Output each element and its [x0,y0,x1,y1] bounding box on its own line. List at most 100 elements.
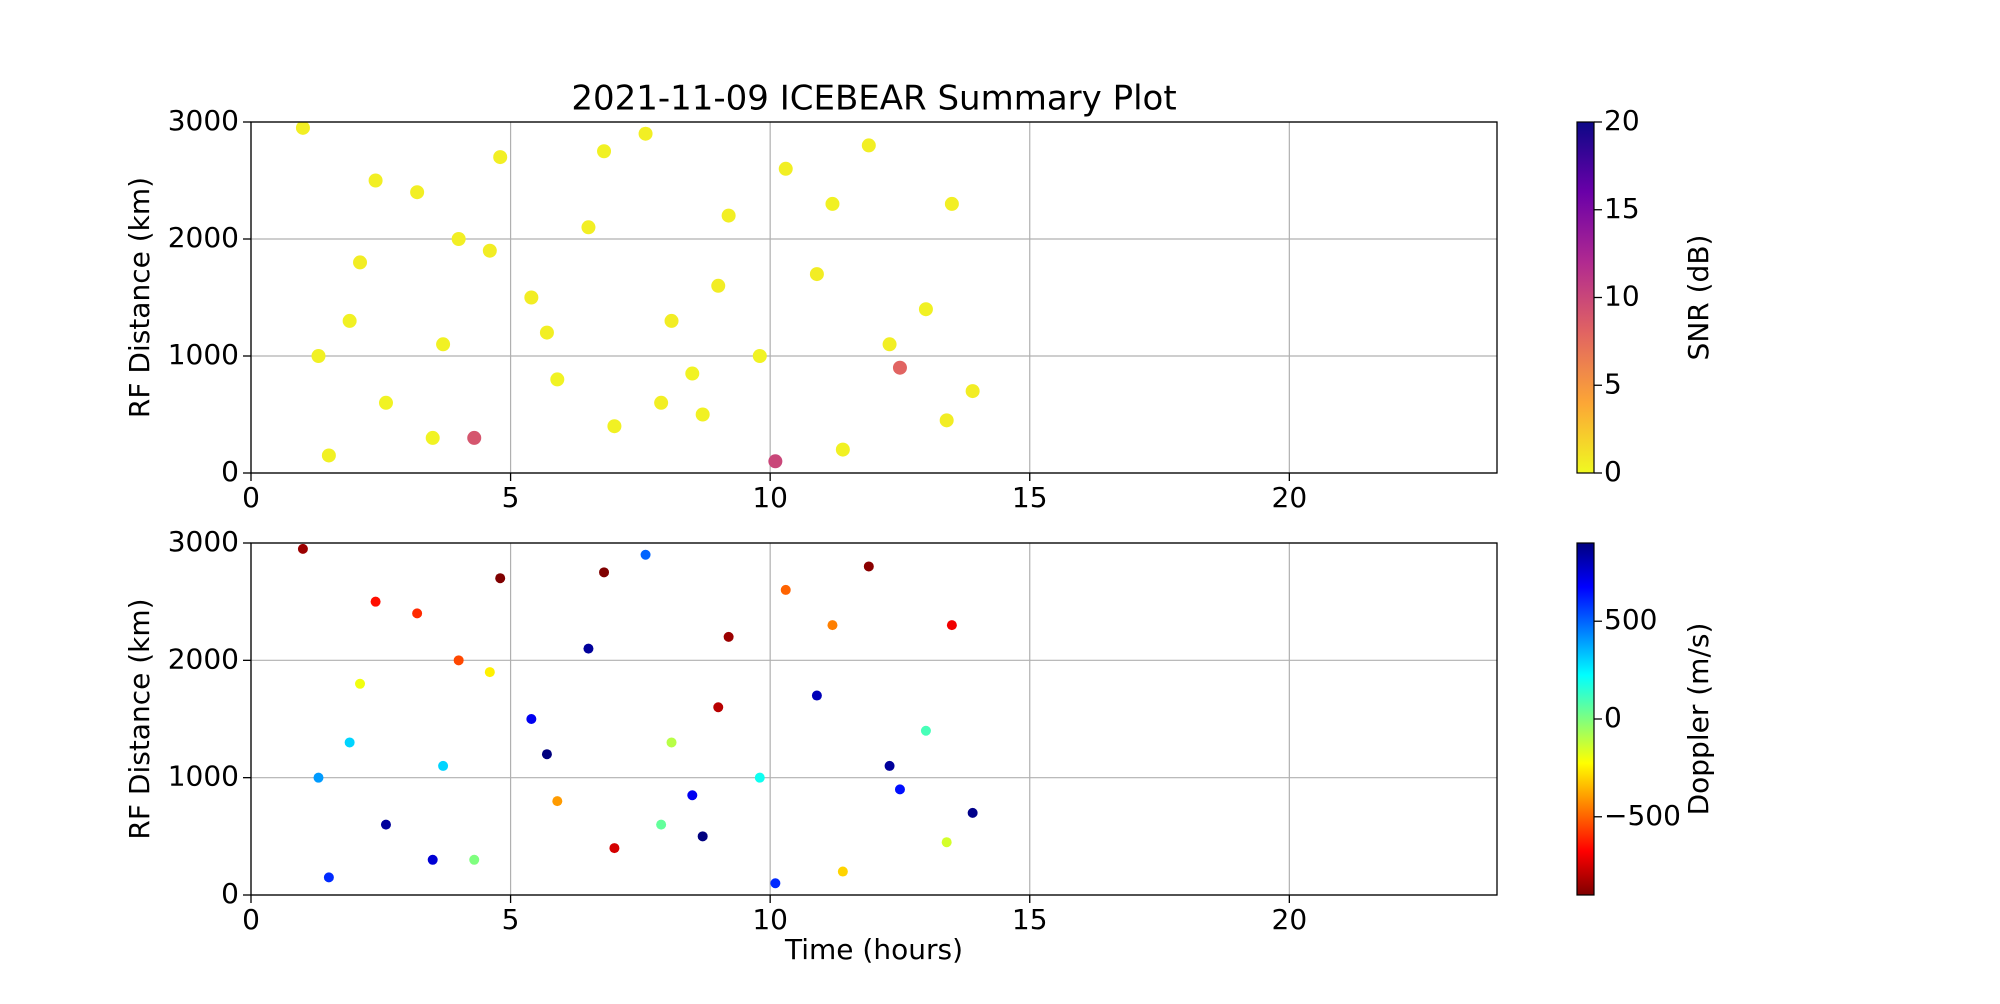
data-point [695,407,710,422]
data-point [640,549,651,560]
y-tick-label: 3000 [168,525,239,558]
colorbar-label: SNR (dB) [1682,235,1715,361]
data-point [607,419,622,434]
data-point [809,267,824,282]
colorbar-tick-label: 0 [1604,455,1622,488]
data-point [599,567,610,578]
data-point [721,208,736,223]
data-point [493,150,508,165]
data-point [863,561,874,572]
data-point [355,678,366,689]
data-point [825,196,840,211]
y-tick-label: 2000 [168,642,239,675]
data-point [656,819,667,830]
data-point [894,784,905,795]
data-point [654,395,669,410]
data-point [837,866,848,877]
data-point [713,702,724,713]
data-point [609,843,620,854]
data-point [378,395,393,410]
data-point [892,360,907,375]
colorbar-tick-label: 15 [1604,192,1640,225]
data-point [524,290,539,305]
data-point [370,596,381,607]
data-point [941,837,952,848]
data-point [778,161,793,176]
colorbar-tick-label: 500 [1604,603,1657,636]
data-point [581,220,596,235]
data-point [944,196,959,211]
y-tick-label: 1000 [168,760,239,793]
data-point [835,442,850,457]
data-point [946,620,957,631]
data-point [754,772,765,783]
y-axis-label: RF Distance (km) [123,598,156,839]
colorbar [1576,121,1595,474]
y-tick-label: 3000 [168,104,239,137]
x-tick-label: 15 [1012,481,1048,514]
data-point [884,760,895,771]
data-point [638,126,653,141]
data-point [539,325,554,340]
y-tick-label: 2000 [168,221,239,254]
data-point [920,725,931,736]
data-point [967,807,978,818]
data-point [484,667,495,678]
data-point [410,185,425,200]
data-point [666,737,677,748]
y-tick-label: 0 [221,877,239,910]
x-tick-label: 15 [1012,903,1048,936]
colorbar-tick-label: −500 [1604,799,1681,832]
data-point [552,796,563,807]
data-point [965,384,980,399]
data-point [768,454,783,469]
data-point [827,620,838,631]
data-point [380,819,391,830]
data-point [583,643,594,654]
x-tick-label: 0 [242,903,260,936]
data-point [770,878,781,889]
data-point [438,760,449,771]
x-tick-label: 10 [752,481,788,514]
data-point [295,122,310,135]
x-tick-label: 10 [752,903,788,936]
colorbar-tick-label: 0 [1604,701,1622,734]
data-point [711,278,726,293]
plot-area [297,543,978,889]
x-tick-label: 20 [1272,903,1308,936]
data-point [939,413,954,428]
data-point [311,349,326,363]
data-point [541,749,552,760]
data-point [918,302,933,317]
y-tick-label: 0 [221,455,239,488]
colorbar-tick-label: 20 [1604,104,1640,137]
data-point [453,655,464,666]
data-point [467,430,482,445]
data-point [469,854,480,865]
colorbar-label: Doppler (m/s) [1682,623,1715,816]
data-point [550,372,565,387]
x-axis-label: Time (hours) [784,933,963,966]
data-point [412,608,423,619]
data-point [495,573,506,584]
data-point [297,543,308,554]
data-point [344,737,355,748]
colorbar-tick-label: 10 [1604,280,1640,313]
colorbar [1576,542,1595,896]
data-point [436,337,451,352]
data-point [526,714,537,724]
data-point [811,690,822,701]
data-point [368,173,383,188]
data-point [321,448,336,463]
y-axis-label: RF Distance (km) [123,177,156,418]
axes-frame [250,121,1498,474]
data-point [664,313,679,328]
data-point [482,243,497,258]
x-tick-label: 5 [502,903,520,936]
plot-area [295,122,980,469]
data-point [342,313,357,328]
data-point [425,430,440,445]
data-point [427,854,438,865]
x-tick-label: 0 [242,481,260,514]
